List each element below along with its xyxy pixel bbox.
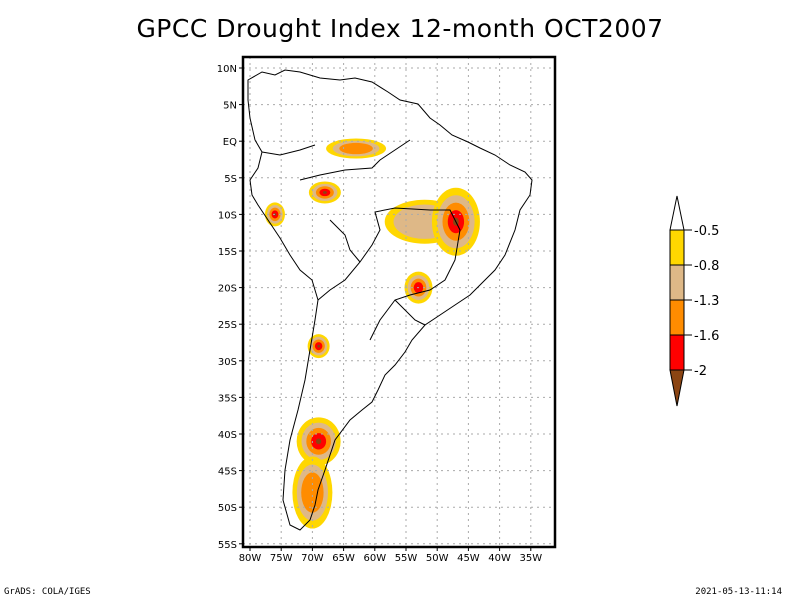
country-borders	[261, 139, 461, 341]
south-america-coastline	[247, 69, 533, 531]
lat-tick-label: 35S	[218, 393, 237, 404]
drought-contour	[316, 438, 322, 445]
lat-tick-label: EQ	[223, 137, 237, 148]
colorbar-label: -1.6	[694, 329, 719, 344]
drought-shading-layer	[264, 138, 480, 529]
lat-tick-label: 20S	[218, 284, 237, 295]
chart-title: GPCC Drought Index 12-month OCT2007	[136, 14, 664, 43]
colorbar-swatch-orange	[669, 299, 685, 336]
lat-tick-label: 40S	[218, 430, 237, 441]
lon-tick-label: 55W	[395, 553, 418, 564]
render-timestamp: 2021-05-13-11:14	[695, 587, 782, 597]
colorbar-lower-arrow	[669, 369, 685, 407]
lon-tick-label: 70W	[301, 553, 324, 564]
colorbar-label: -2	[694, 364, 707, 379]
lon-tick-label: 35W	[519, 553, 542, 564]
gridlines	[243, 57, 555, 547]
lon-tick-label: 40W	[488, 553, 511, 564]
lat-tick-label: 5N	[223, 101, 237, 112]
lat-tick-label: 10S	[218, 210, 237, 221]
lon-tick-label: 45W	[457, 553, 480, 564]
lat-tick-label: 10N	[217, 64, 237, 75]
lon-tick-label: 60W	[363, 553, 386, 564]
lat-tick-label: 25S	[218, 320, 237, 331]
colorbar-swatch-tan	[669, 264, 685, 301]
lon-tick-label: 75W	[270, 553, 293, 564]
lat-tick-label: 55S	[218, 540, 237, 551]
colorbar-swatch-yellow	[669, 229, 685, 266]
latitude-axis: 10N 5N EQ 5S 10S 15S 20S 25S 30S 35S 40S 45S 50S 55S	[217, 64, 243, 551]
drought-area-northern-amazon	[326, 138, 387, 159]
drought-area-western-amazon	[308, 181, 341, 204]
grads-credit: GrADS: COLA/IGES	[4, 587, 91, 597]
lon-tick-label: 65W	[332, 553, 355, 564]
lat-tick-label: 15S	[218, 247, 237, 258]
lat-tick-label: 5S	[224, 174, 237, 185]
colorbar-label: -0.5	[694, 224, 719, 239]
colorbar-upper-arrow	[669, 195, 685, 231]
lon-tick-label: 50W	[426, 553, 449, 564]
lat-tick-label: 45S	[218, 467, 237, 478]
lat-tick-label: 30S	[218, 357, 237, 368]
colorbar-legend: -0.5 -0.8 -1.3 -1.6 -2	[669, 195, 719, 407]
lat-tick-label: 50S	[218, 503, 237, 514]
drought-contour	[301, 472, 324, 513]
map-frame	[241, 55, 557, 549]
drought-area-northwest-argentina	[307, 334, 330, 359]
lon-tick-label: 80W	[239, 553, 262, 564]
drought-contour	[339, 142, 373, 155]
colorbar-swatch-red	[669, 334, 685, 371]
coastline-layer	[247, 69, 533, 531]
drought-area-patagonia-south	[292, 456, 333, 529]
drought-contour	[317, 344, 320, 348]
drought-contour	[322, 191, 327, 194]
drought-area-patagonia-north	[296, 417, 341, 466]
colorbar-label: -0.8	[694, 259, 719, 274]
colorbar-label: -1.3	[694, 294, 719, 309]
longitude-axis: 80W 75W 70W 65W 60W 55W 50W 45W 40W 35W	[239, 547, 542, 564]
